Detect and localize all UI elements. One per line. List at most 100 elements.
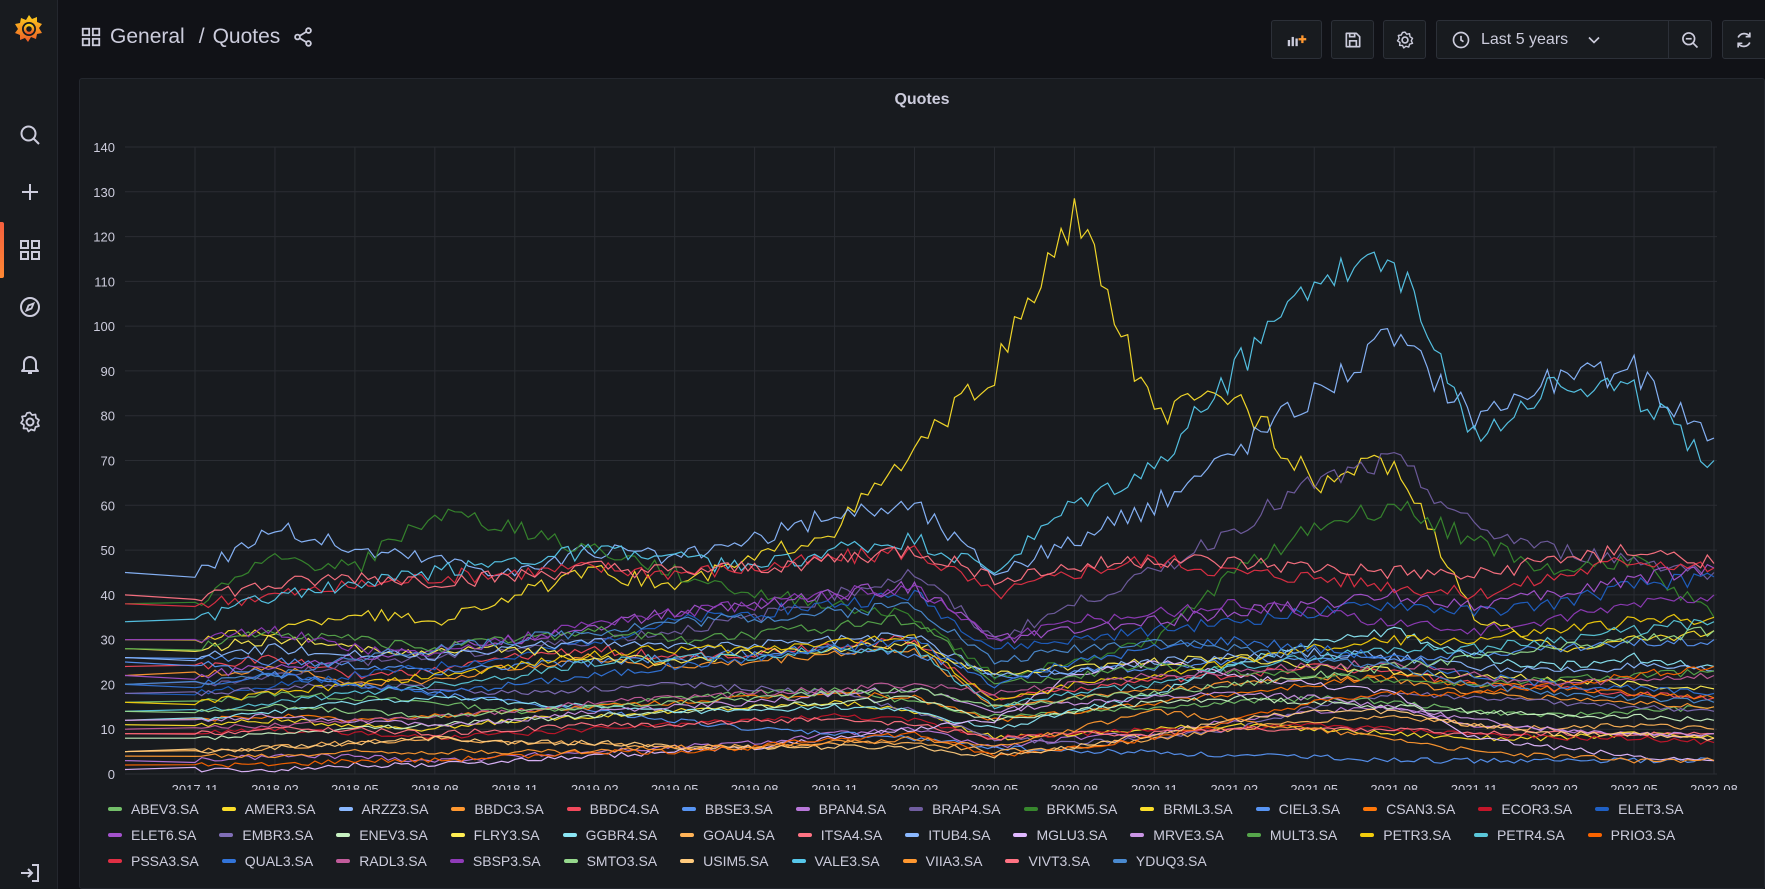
legend-item-bbdc4-sa[interactable]: BBDC4.SA (566, 799, 659, 818)
legend-item-itub4-sa[interactable]: ITUB4.SA (905, 825, 990, 844)
series-line-embr3-sa[interactable] (124, 681, 1715, 746)
zoom-out-icon (1680, 30, 1700, 50)
sign-in-icon[interactable] (17, 860, 43, 886)
legend-item-vivt3-sa[interactable]: VIVT3.SA (1005, 851, 1090, 870)
legend-swatch (681, 806, 696, 811)
refresh-button[interactable] (1722, 20, 1765, 59)
search-icon[interactable] (17, 122, 43, 148)
series-line-viia3-sa[interactable] (124, 708, 1715, 764)
legend-label: BBDC4.SA (589, 800, 659, 817)
legend-item-abev3-sa[interactable]: ABEV3.SA (108, 799, 199, 818)
series-line-csan3-sa[interactable] (124, 673, 1715, 723)
add-panel-button[interactable] (1271, 20, 1322, 59)
legend-item-bbdc3-sa[interactable]: BBDC3.SA (451, 799, 544, 818)
legend-item-mglu3-sa[interactable]: MGLU3.SA (1013, 825, 1107, 844)
series-line-prio3-sa[interactable] (124, 665, 1715, 768)
legend-label: SBSP3.SA (472, 852, 541, 869)
legend-item-flry3-sa[interactable]: FLRY3.SA (450, 825, 540, 844)
legend-item-smto3-sa[interactable]: SMTO3.SA (563, 851, 657, 870)
series-line-goau4-sa[interactable] (124, 715, 1715, 755)
save-dashboard-button[interactable] (1331, 20, 1374, 59)
series-line-smto3-sa[interactable] (124, 626, 1715, 719)
series-line-ggbr4-sa[interactable] (124, 626, 1715, 730)
alerting-bell-icon[interactable] (17, 351, 43, 377)
breadcrumb-folder-link[interactable]: General (110, 25, 185, 48)
grafana-logo-icon[interactable] (12, 12, 46, 46)
legend-item-vale3-sa[interactable]: VALE3.SA (791, 851, 880, 870)
legend-swatch (108, 858, 122, 863)
series-line-petr3-sa[interactable] (124, 613, 1715, 706)
quotes-time-series-chart[interactable]: 0 10 20 30 40 50 60 70 80 90 100 110 120 130 140 2017-1… (80, 79, 1765, 790)
legend-item-prio3-sa[interactable]: PRIO3.SA (1587, 825, 1675, 844)
legend-item-amer3-sa[interactable]: AMER3.SA (221, 799, 316, 818)
legend-item-brap4-sa[interactable]: BRAP4.SA (909, 799, 1001, 818)
legend-swatch (108, 806, 122, 811)
series-line-mult3-sa[interactable] (124, 614, 1715, 687)
series-line-radl3-sa[interactable] (124, 659, 1715, 730)
legend-item-goau4-sa[interactable]: GOAU4.SA (680, 825, 775, 844)
legend-item-elet3-sa[interactable]: ELET3.SA (1595, 799, 1684, 818)
series-line-yduq3-sa[interactable] (124, 601, 1715, 704)
legend-item-ggbr4-sa[interactable]: GGBR4.SA (562, 825, 657, 844)
series-line-flry3-sa[interactable] (124, 634, 1715, 691)
legend-item-brml3-sa[interactable]: BRML3.SA (1140, 799, 1233, 818)
series-line-usim5-sa[interactable] (124, 708, 1715, 759)
chart-legend: ABEV3.SA AMER3.SA ARZZ3.SA BBDC3.SA BBDC4.SA… (108, 799, 1748, 870)
legend-item-qual3-sa[interactable]: QUAL3.SA (221, 851, 313, 870)
legend-item-viia3-sa[interactable]: VIIA3.SA (902, 851, 982, 870)
explore-compass-icon[interactable] (17, 294, 43, 320)
series-line-sbsp3-sa[interactable] (124, 584, 1715, 657)
series-line-amer3-sa[interactable] (124, 198, 1715, 653)
legend-item-elet6-sa[interactable]: ELET6.SA (108, 825, 196, 844)
legend-item-embr3-sa[interactable]: EMBR3.SA (219, 825, 313, 844)
legend-item-csan3-sa[interactable]: CSAN3.SA (1363, 799, 1455, 818)
legend-item-bpan4-sa[interactable]: BPAN4.SA (795, 799, 886, 818)
series-line-abev3-sa[interactable] (124, 687, 1715, 718)
plus-icon[interactable] (17, 179, 43, 205)
x-tick-label: 2018-05 (331, 782, 379, 790)
legend-label: PETR3.SA (1383, 826, 1451, 843)
legend-item-radl3-sa[interactable]: RADL3.SA (336, 851, 427, 870)
series-line-qual3-sa[interactable] (124, 635, 1715, 696)
series-line-vivt3-sa[interactable] (124, 543, 1715, 602)
legend-swatch (902, 858, 917, 863)
series-line-bpan4-sa[interactable] (124, 705, 1715, 764)
legend-item-petr3-sa[interactable]: PETR3.SA (1360, 825, 1451, 844)
time-range-picker[interactable]: Last 5 years (1436, 20, 1669, 59)
series-line-itsa4-sa[interactable] (124, 717, 1715, 741)
legend-item-arzz3-sa[interactable]: ARZZ3.SA (338, 799, 428, 818)
series-line-arzz3-sa[interactable] (124, 328, 1715, 578)
legend-item-pssa3-sa[interactable]: PSSA3.SA (108, 851, 199, 870)
breadcrumb-dashboard-title[interactable]: Quotes (212, 25, 281, 48)
series-line-brkm5-sa[interactable] (124, 500, 1715, 681)
refresh-icon (1734, 30, 1754, 50)
series-line-mglu3-sa[interactable] (124, 660, 1715, 773)
zoom-out-button[interactable] (1668, 20, 1712, 59)
panel-title[interactable]: Quotes (894, 91, 950, 108)
legend-item-yduq3-sa[interactable]: YDUQ3.SA (1112, 851, 1207, 870)
legend-swatch (219, 832, 234, 837)
legend-item-mult3-sa[interactable]: MULT3.SA (1246, 825, 1337, 844)
series-line-enev3-sa[interactable] (125, 694, 1715, 741)
legend-item-enev3-sa[interactable]: ENEV3.SA (336, 825, 428, 844)
series-line-ciel3-sa[interactable] (124, 660, 1715, 764)
series-line-elet3-sa[interactable] (124, 572, 1715, 696)
legend-item-sbsp3-sa[interactable]: SBSP3.SA (449, 851, 541, 870)
dashboards-icon[interactable] (17, 237, 43, 263)
series-line-vale3-sa[interactable] (124, 251, 1715, 623)
legend-label: VALE3.SA (814, 852, 880, 869)
dashboard-settings-button[interactable] (1383, 20, 1426, 59)
series-line-petr4-sa[interactable] (124, 618, 1715, 712)
legend-item-ciel3-sa[interactable]: CIEL3.SA (1255, 799, 1340, 818)
legend-item-bbse3-sa[interactable]: BBSE3.SA (681, 799, 773, 818)
legend-item-itsa4-sa[interactable]: ITSA4.SA (797, 825, 882, 844)
legend-item-ecor3-sa[interactable]: ECOR3.SA (1478, 799, 1572, 818)
series-line-pssa3-sa[interactable] (124, 544, 1715, 609)
legend-item-usim5-sa[interactable]: USIM5.SA (680, 851, 769, 870)
legend-item-brkm5-sa[interactable]: BRKM5.SA (1023, 799, 1117, 818)
share-icon[interactable] (292, 26, 314, 48)
series-line-brap4-sa[interactable] (124, 451, 1715, 687)
legend-item-mrve3-sa[interactable]: MRVE3.SA (1130, 825, 1224, 844)
configuration-gear-icon[interactable] (17, 409, 43, 435)
legend-item-petr4-sa[interactable]: PETR4.SA (1473, 825, 1565, 844)
